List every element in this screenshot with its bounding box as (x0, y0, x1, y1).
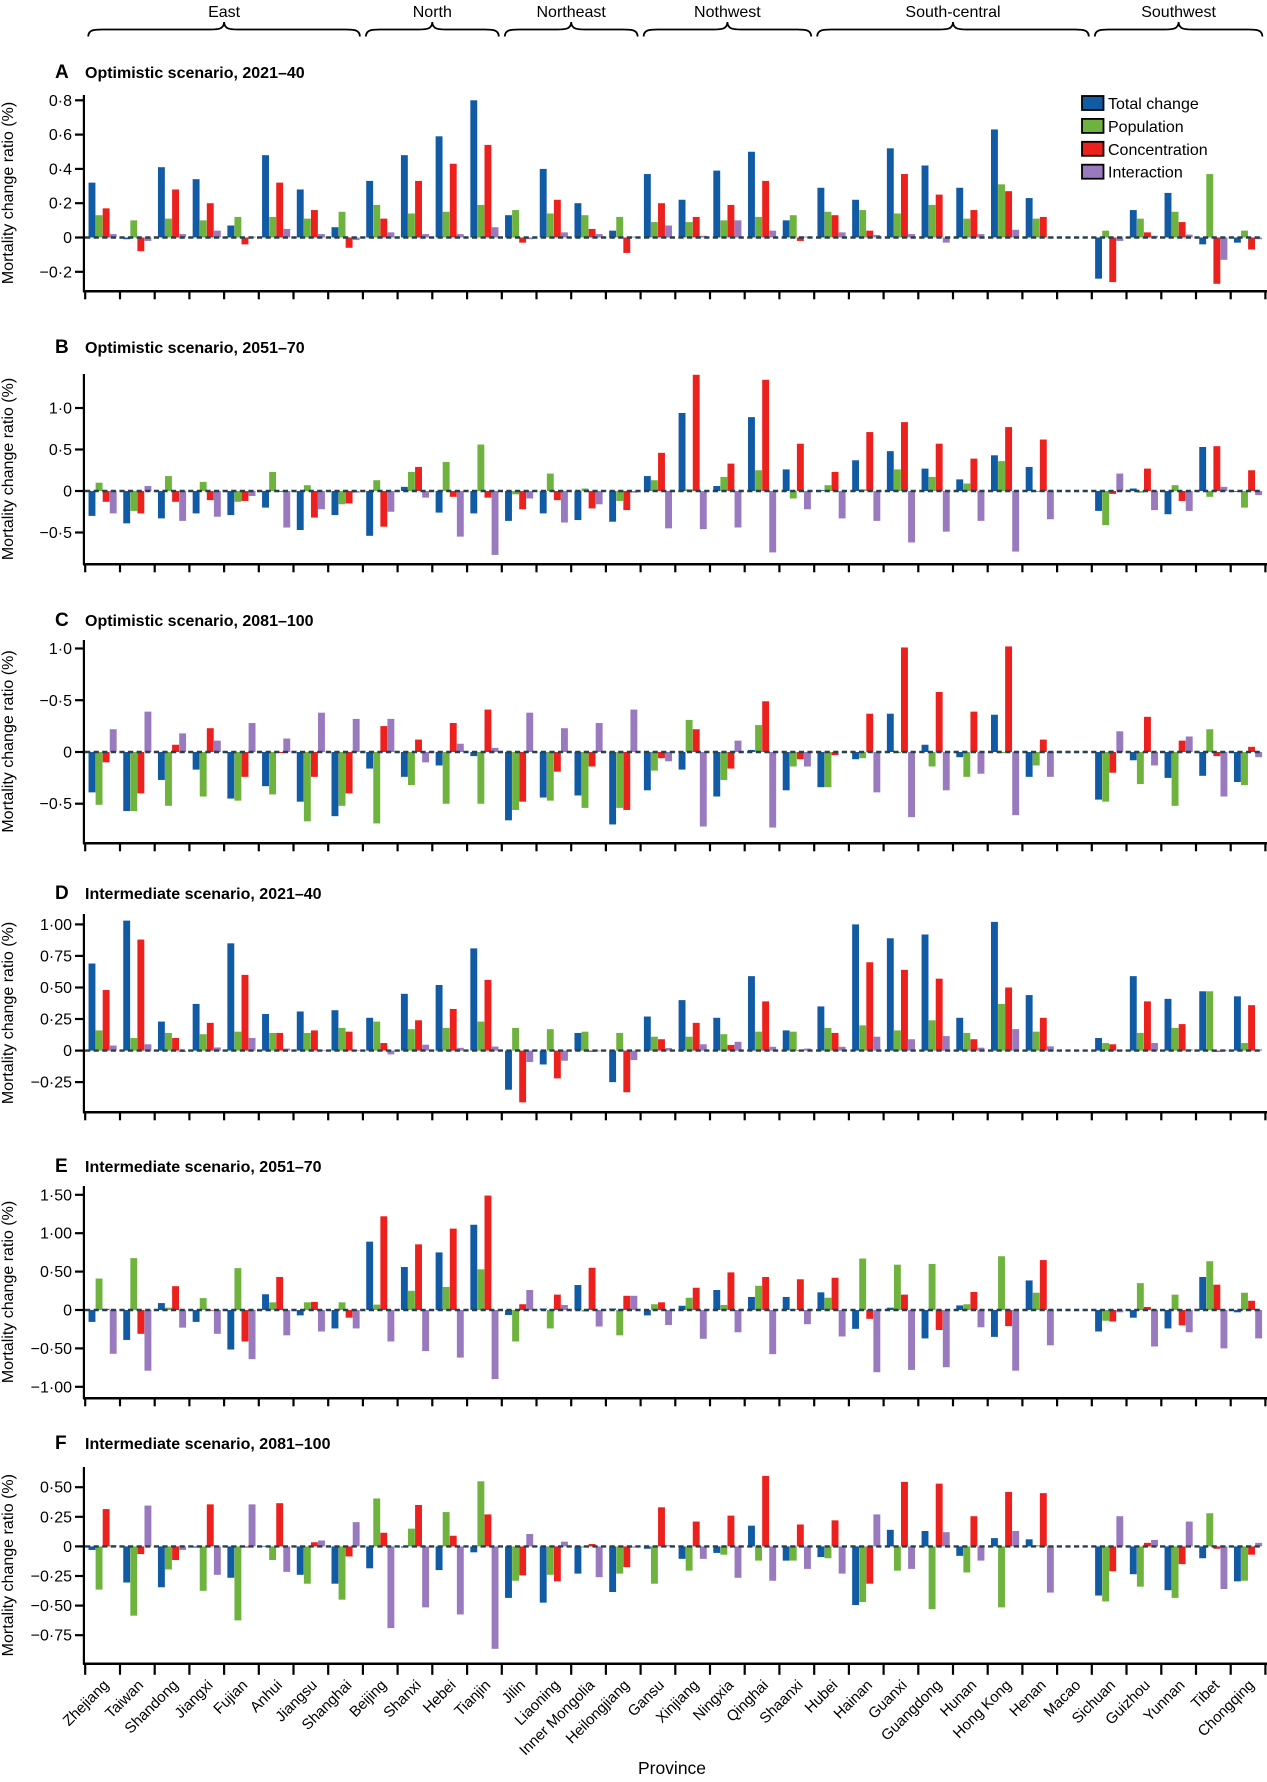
svg-text:East: East (208, 4, 241, 21)
svg-text:0: 0 (63, 1303, 72, 1320)
svg-text:Concentration: Concentration (1108, 142, 1208, 159)
svg-text:0·25: 0·25 (40, 1509, 72, 1526)
svg-text:0: 0 (63, 745, 72, 762)
svg-text:Optimistic scenario, 2051–70: Optimistic scenario, 2051–70 (85, 340, 305, 357)
svg-text:0·25: 0·25 (40, 1012, 72, 1029)
svg-text:−1·00: −1·00 (31, 1379, 72, 1396)
svg-text:Mortality change ratio (%): Mortality change ratio (%) (0, 102, 17, 284)
svg-text:−0·25: −0·25 (31, 1075, 72, 1092)
svg-text:A: A (55, 62, 69, 83)
svg-text:0·5: 0·5 (49, 442, 72, 459)
svg-text:0·2: 0·2 (49, 196, 72, 213)
svg-text:North: North (413, 4, 452, 21)
svg-text:1·00: 1·00 (40, 917, 72, 934)
svg-text:0·4: 0·4 (49, 161, 72, 178)
svg-text:Interaction: Interaction (1108, 165, 1183, 182)
svg-text:Population: Population (1108, 119, 1184, 136)
svg-text:Intermediate scenario, 2021–40: Intermediate scenario, 2021–40 (85, 886, 322, 903)
svg-text:1·00: 1·00 (40, 1226, 72, 1243)
svg-text:Mortality change ratio (%): Mortality change ratio (%) (0, 922, 17, 1104)
svg-text:1·0: 1·0 (49, 401, 72, 418)
svg-text:Mortality change ratio (%): Mortality change ratio (%) (0, 1474, 17, 1656)
svg-text:B: B (55, 337, 69, 358)
svg-text:0·50: 0·50 (40, 1480, 72, 1497)
svg-text:−0·5: −0·5 (40, 693, 73, 710)
svg-text:Nothwest: Nothwest (694, 4, 761, 21)
svg-text:Optimistic scenario, 2021–40: Optimistic scenario, 2021–40 (85, 65, 305, 82)
svg-text:D: D (55, 883, 69, 904)
svg-text:−0·50: −0·50 (31, 1598, 72, 1615)
svg-text:Intermediate scenario, 2081–10: Intermediate scenario, 2081–100 (85, 1436, 331, 1453)
svg-text:E: E (55, 1156, 68, 1177)
svg-text:0: 0 (63, 230, 72, 247)
svg-text:Intermediate scenario, 2051–70: Intermediate scenario, 2051–70 (85, 1159, 322, 1176)
svg-text:C: C (55, 610, 69, 631)
svg-text:−0·75: −0·75 (31, 1628, 72, 1645)
svg-text:Northeast: Northeast (537, 4, 607, 21)
svg-text:Mortality change ratio (%): Mortality change ratio (%) (0, 378, 17, 560)
svg-text:−0·50: −0·50 (31, 1341, 72, 1358)
svg-text:0: 0 (63, 1043, 72, 1060)
svg-text:−0·5: −0·5 (40, 525, 73, 542)
svg-text:Province: Province (638, 1758, 706, 1777)
svg-text:1·0: 1·0 (49, 641, 72, 658)
svg-text:0·50: 0·50 (40, 1264, 72, 1281)
svg-text:Optimistic scenario, 2081–100: Optimistic scenario, 2081–100 (85, 613, 314, 630)
svg-text:0: 0 (63, 1539, 72, 1556)
svg-text:−0·25: −0·25 (31, 1569, 72, 1586)
svg-text:1·50: 1·50 (40, 1187, 72, 1204)
svg-text:0·50: 0·50 (40, 980, 72, 997)
svg-text:−0·2: −0·2 (40, 264, 73, 281)
svg-text:Total change: Total change (1108, 96, 1199, 113)
svg-text:−0·5: −0·5 (40, 796, 73, 813)
svg-text:F: F (55, 1433, 67, 1454)
svg-text:0·8: 0·8 (49, 93, 72, 110)
svg-text:Southwest: Southwest (1141, 4, 1216, 21)
svg-text:Mortality change ratio (%): Mortality change ratio (%) (0, 1201, 17, 1383)
svg-text:0·75: 0·75 (40, 948, 72, 965)
svg-text:Mortality change ratio (%): Mortality change ratio (%) (0, 650, 17, 832)
svg-text:0: 0 (63, 484, 72, 501)
svg-text:0·6: 0·6 (49, 127, 72, 144)
svg-text:South-central: South-central (905, 4, 1000, 21)
